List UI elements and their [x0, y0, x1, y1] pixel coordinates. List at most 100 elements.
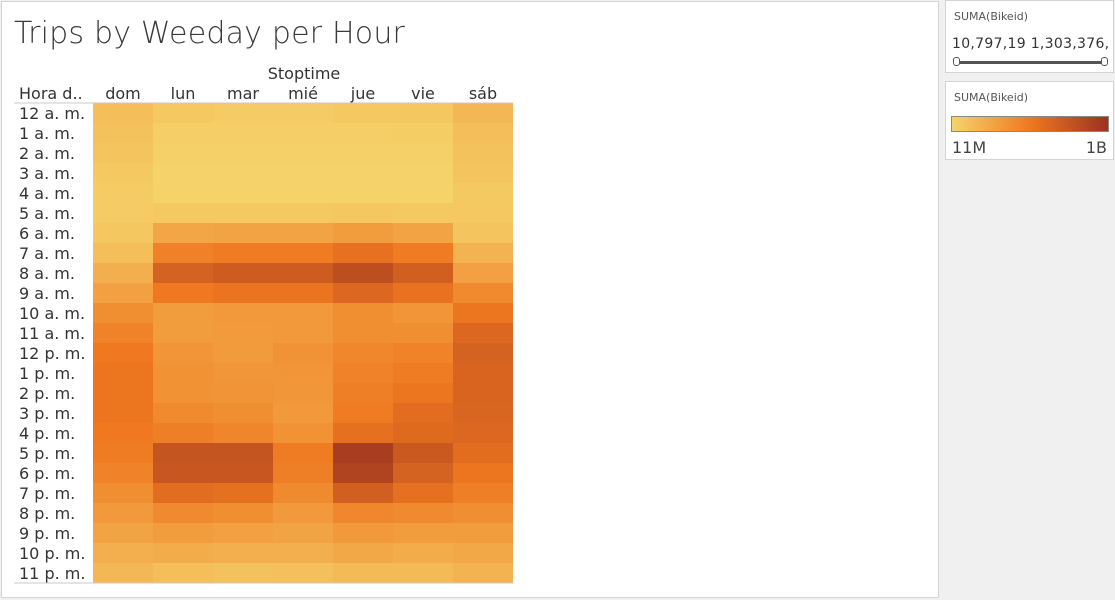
heatmap-cell[interactable]: [453, 183, 513, 203]
heatmap-cell[interactable]: [333, 483, 393, 503]
heatmap-cell[interactable]: [333, 103, 393, 123]
heatmap-cell[interactable]: [273, 483, 333, 503]
heatmap-cell[interactable]: [393, 303, 453, 323]
heatmap-cell[interactable]: [153, 423, 213, 443]
heatmap-cell[interactable]: [393, 143, 453, 163]
heatmap-cell[interactable]: [153, 543, 213, 563]
heatmap-cell[interactable]: [213, 363, 273, 383]
heatmap-cell[interactable]: [213, 383, 273, 403]
heatmap-cell[interactable]: [213, 103, 273, 123]
heatmap-cell[interactable]: [333, 283, 393, 303]
heatmap-cell[interactable]: [273, 223, 333, 243]
heatmap-cell[interactable]: [153, 323, 213, 343]
heatmap-cell[interactable]: [333, 263, 393, 283]
heatmap-cell[interactable]: [93, 363, 153, 383]
heatmap-cell[interactable]: [333, 323, 393, 343]
heatmap-cell[interactable]: [453, 523, 513, 543]
heatmap-cell[interactable]: [153, 383, 213, 403]
heatmap-cell[interactable]: [333, 243, 393, 263]
heatmap-cell[interactable]: [333, 523, 393, 543]
heatmap-cell[interactable]: [453, 463, 513, 483]
heatmap-cell[interactable]: [213, 263, 273, 283]
heatmap-cell[interactable]: [93, 103, 153, 123]
heatmap-cell[interactable]: [213, 323, 273, 343]
heatmap-cell[interactable]: [453, 403, 513, 423]
heatmap-cell[interactable]: [273, 123, 333, 143]
heatmap-cell[interactable]: [153, 163, 213, 183]
heatmap-cell[interactable]: [453, 503, 513, 523]
heatmap-cell[interactable]: [273, 103, 333, 123]
heatmap-cell[interactable]: [273, 323, 333, 343]
heatmap-cell[interactable]: [93, 423, 153, 443]
heatmap-cell[interactable]: [273, 523, 333, 543]
heatmap-cell[interactable]: [93, 203, 153, 223]
heatmap-cell[interactable]: [93, 403, 153, 423]
heatmap-cell[interactable]: [453, 543, 513, 563]
heatmap-cell[interactable]: [93, 443, 153, 463]
heatmap-cell[interactable]: [213, 423, 273, 443]
heatmap-cell[interactable]: [273, 283, 333, 303]
heatmap-cell[interactable]: [333, 383, 393, 403]
heatmap-cell[interactable]: [393, 563, 453, 583]
heatmap-cell[interactable]: [453, 423, 513, 443]
heatmap-cell[interactable]: [93, 163, 153, 183]
heatmap-cell[interactable]: [153, 363, 213, 383]
heatmap-cell[interactable]: [393, 123, 453, 143]
heatmap-cell[interactable]: [153, 243, 213, 263]
heatmap-cell[interactable]: [153, 183, 213, 203]
heatmap-cell[interactable]: [213, 483, 273, 503]
heatmap-cell[interactable]: [453, 443, 513, 463]
heatmap-cell[interactable]: [93, 343, 153, 363]
heatmap-cell[interactable]: [273, 303, 333, 323]
heatmap-cell[interactable]: [213, 203, 273, 223]
heatmap-cell[interactable]: [153, 343, 213, 363]
heatmap-cell[interactable]: [273, 203, 333, 223]
heatmap-cell[interactable]: [333, 183, 393, 203]
heatmap-cell[interactable]: [153, 503, 213, 523]
heatmap-cell[interactable]: [273, 403, 333, 423]
heatmap-cell[interactable]: [453, 223, 513, 243]
heatmap-cell[interactable]: [393, 263, 453, 283]
heatmap-cell[interactable]: [453, 303, 513, 323]
heatmap-cell[interactable]: [93, 463, 153, 483]
heatmap-cell[interactable]: [333, 423, 393, 443]
heatmap-cell[interactable]: [273, 423, 333, 443]
heatmap-cell[interactable]: [393, 443, 453, 463]
heatmap-cell[interactable]: [393, 503, 453, 523]
heatmap-cell[interactable]: [393, 543, 453, 563]
heatmap-cell[interactable]: [393, 423, 453, 443]
heatmap-cell[interactable]: [273, 383, 333, 403]
heatmap-cell[interactable]: [393, 383, 453, 403]
heatmap-cell[interactable]: [453, 203, 513, 223]
heatmap-cell[interactable]: [453, 343, 513, 363]
heatmap-cell[interactable]: [93, 243, 153, 263]
heatmap-cell[interactable]: [153, 203, 213, 223]
heatmap-cell[interactable]: [213, 163, 273, 183]
heatmap-cell[interactable]: [333, 463, 393, 483]
heatmap-cell[interactable]: [453, 483, 513, 503]
heatmap-cell[interactable]: [213, 523, 273, 543]
heatmap-cell[interactable]: [153, 483, 213, 503]
heatmap-cell[interactable]: [333, 403, 393, 423]
heatmap-cell[interactable]: [393, 243, 453, 263]
range-slider-min-handle[interactable]: [953, 57, 960, 66]
heatmap-cell[interactable]: [93, 483, 153, 503]
heatmap-cell[interactable]: [213, 123, 273, 143]
heatmap-cell[interactable]: [453, 323, 513, 343]
heatmap-cell[interactable]: [273, 443, 333, 463]
heatmap-cell[interactable]: [333, 203, 393, 223]
heatmap-cell[interactable]: [453, 143, 513, 163]
heatmap-cell[interactable]: [393, 483, 453, 503]
range-slider-max-handle[interactable]: [1101, 57, 1108, 66]
heatmap-cell[interactable]: [213, 143, 273, 163]
heatmap-cell[interactable]: [213, 303, 273, 323]
range-slider-track[interactable]: [956, 61, 1104, 64]
heatmap-cell[interactable]: [153, 223, 213, 243]
heatmap-cell[interactable]: [393, 163, 453, 183]
heatmap-cell[interactable]: [273, 543, 333, 563]
heatmap-cell[interactable]: [93, 543, 153, 563]
heatmap-cell[interactable]: [453, 163, 513, 183]
heatmap-cell[interactable]: [93, 563, 153, 583]
heatmap-cell[interactable]: [93, 323, 153, 343]
heatmap-cell[interactable]: [393, 203, 453, 223]
